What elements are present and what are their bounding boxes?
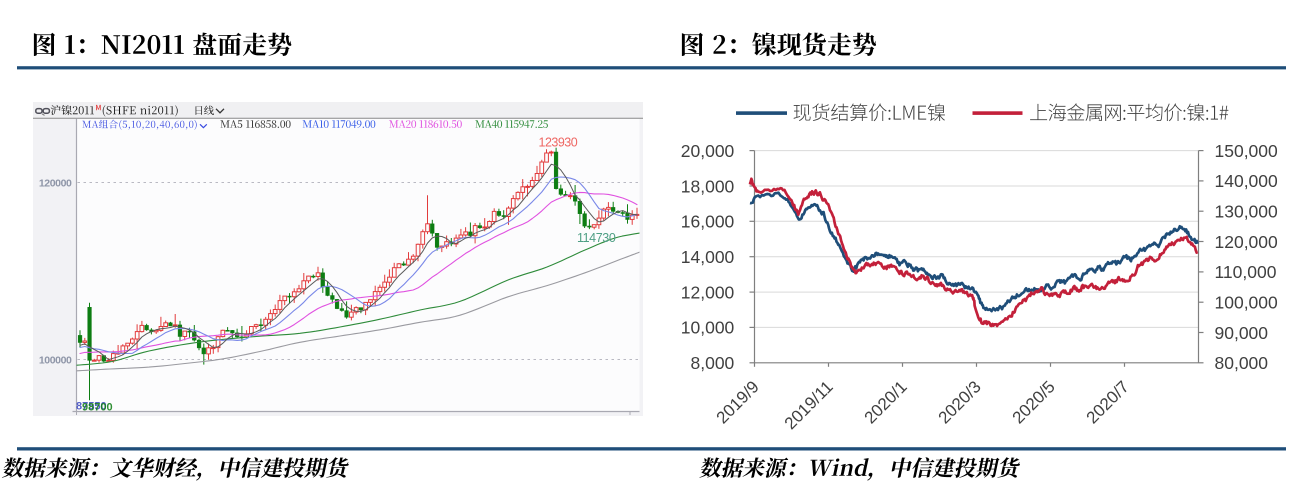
svg-text:140,000: 140,000 — [1215, 171, 1279, 191]
svg-text:16,000: 16,000 — [681, 212, 735, 232]
svg-text:150,000: 150,000 — [1215, 141, 1279, 161]
svg-text:14,000: 14,000 — [681, 247, 735, 267]
svg-text:18,000: 18,000 — [681, 176, 735, 196]
svg-text:10,000: 10,000 — [681, 318, 735, 338]
svg-text:98700: 98700 — [82, 402, 113, 414]
svg-text:100,000: 100,000 — [1215, 293, 1279, 313]
svg-text:90,000: 90,000 — [1215, 323, 1269, 343]
svg-text:12,000: 12,000 — [681, 282, 735, 302]
svg-text:120,000: 120,000 — [1215, 232, 1279, 252]
svg-text:100000: 100000 — [39, 355, 72, 367]
svg-text:20,000: 20,000 — [681, 141, 735, 161]
svg-text:120000: 120000 — [39, 178, 72, 190]
svg-text:110,000: 110,000 — [1215, 262, 1277, 282]
svg-text:87550: 87550 — [76, 401, 107, 413]
svg-text:123930: 123930 — [539, 136, 578, 150]
svg-text:80,000: 80,000 — [1215, 353, 1269, 373]
svg-text:114730: 114730 — [577, 231, 616, 245]
svg-text:130,000: 130,000 — [1215, 202, 1279, 222]
svg-text:8,000: 8,000 — [691, 353, 735, 373]
